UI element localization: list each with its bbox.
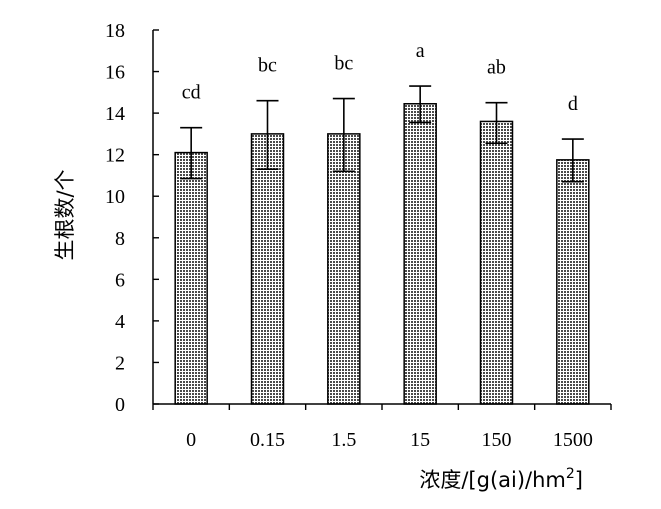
x-axis-title-superscript: 2 <box>566 466 575 482</box>
significance-label-5: d <box>568 93 578 115</box>
y-tick-label-5: 10 <box>105 186 125 208</box>
x-axis-title-close: ] <box>575 468 583 492</box>
bar-3 <box>403 103 437 405</box>
x-tick-label-1: 0.15 <box>250 429 285 451</box>
x-axis-title-main: 浓度/[g(ai)/hm <box>419 468 566 492</box>
x-tick-label-4: 150 <box>482 429 512 451</box>
x-tick-label-5: 1500 <box>553 429 593 451</box>
y-tick-label-7: 14 <box>105 103 125 125</box>
significance-label-4: ab <box>487 57 506 79</box>
y-tick-label-1: 2 <box>115 352 125 374</box>
significance-label-3: a <box>416 40 425 62</box>
x-tick-label-3: 15 <box>410 429 430 451</box>
y-tick-label-0: 0 <box>115 394 125 416</box>
y-axis-title: 生根数/个 <box>53 169 77 260</box>
bar-0 <box>174 151 208 405</box>
y-tick-label-2: 4 <box>115 311 125 333</box>
significance-label-0: cd <box>182 82 201 104</box>
bar-1 <box>250 133 285 405</box>
y-ticks-group: 0 2 4 6 8 10 12 14 16 18 <box>105 20 159 416</box>
axes-group <box>152 30 612 410</box>
error-bars-group <box>180 85 584 183</box>
y-tick-label-6: 12 <box>105 145 125 167</box>
x-ticks-group: 0 0.15 1.5 15 150 1500 <box>186 429 593 451</box>
bar-4 <box>479 120 514 405</box>
x-axis-title: 浓度/[g(ai)/hm2] <box>419 466 583 492</box>
x-tick-label-0: 0 <box>186 429 196 451</box>
bar-5 <box>556 159 590 405</box>
y-tick-label-3: 6 <box>115 269 125 291</box>
significance-labels-group: cd bc bc a ab d <box>182 40 578 115</box>
significance-label-1: bc <box>258 55 277 77</box>
y-tick-label-8: 16 <box>105 62 125 84</box>
significance-label-2: bc <box>334 53 353 75</box>
y-tick-label-4: 8 <box>115 228 125 250</box>
bar-2 <box>327 133 361 405</box>
x-tick-label-2: 1.5 <box>331 429 356 451</box>
bars-group <box>174 103 590 405</box>
y-tick-label-9: 18 <box>105 20 125 42</box>
